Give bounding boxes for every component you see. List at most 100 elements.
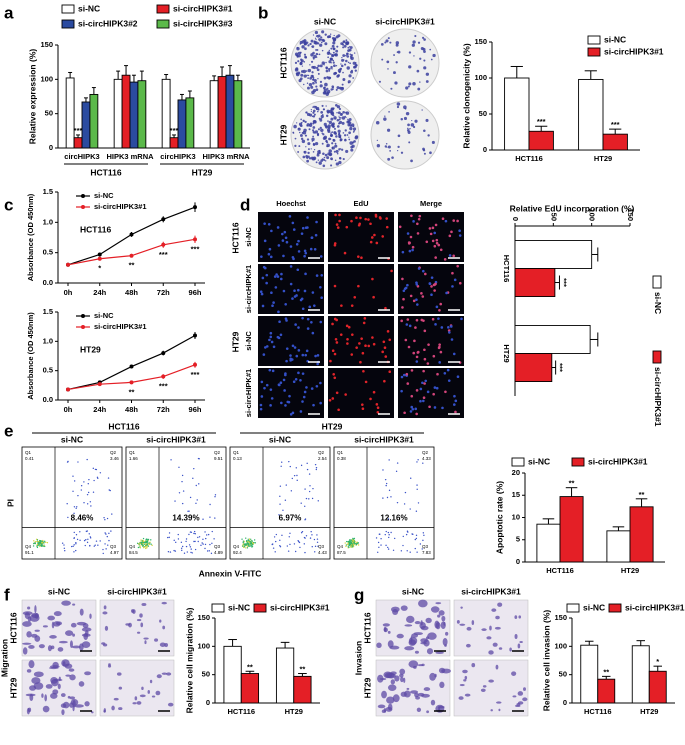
colony bbox=[419, 81, 421, 83]
colony bbox=[342, 157, 345, 161]
nucleus bbox=[420, 318, 424, 322]
event bbox=[181, 502, 184, 505]
event bbox=[414, 547, 416, 550]
colony bbox=[300, 73, 304, 77]
row-label: HCT116 bbox=[8, 612, 18, 643]
nucleus bbox=[439, 350, 443, 354]
y-tick-label: 10 bbox=[512, 512, 520, 521]
cell bbox=[383, 627, 388, 633]
colony bbox=[299, 51, 302, 54]
bar bbox=[209, 80, 219, 149]
nucleus bbox=[445, 291, 448, 295]
y-tick-label: 150 bbox=[554, 613, 567, 622]
colony bbox=[314, 37, 317, 39]
colony bbox=[348, 45, 351, 48]
cell bbox=[79, 608, 84, 616]
colony bbox=[350, 56, 354, 61]
event bbox=[385, 484, 387, 487]
nucleus bbox=[316, 354, 320, 357]
nucleus bbox=[431, 317, 435, 321]
event bbox=[189, 546, 192, 548]
x-tick-label: HIPK3 mRNA bbox=[202, 152, 250, 161]
quadrant-value: 3.46 bbox=[110, 456, 119, 461]
cell bbox=[25, 693, 36, 697]
cell bbox=[464, 693, 471, 697]
event bbox=[407, 531, 409, 533]
legend-label: si-NC bbox=[228, 602, 250, 612]
colony bbox=[387, 37, 390, 40]
quadrant-value: 2.54 bbox=[318, 456, 327, 461]
y-axis-label: PI bbox=[5, 499, 15, 507]
nucleus bbox=[276, 275, 280, 278]
cell bbox=[497, 602, 503, 607]
colony bbox=[400, 117, 404, 121]
event bbox=[414, 538, 417, 541]
nucleus bbox=[331, 349, 335, 353]
nucleus bbox=[289, 354, 292, 357]
nucleus bbox=[306, 216, 309, 219]
event bbox=[168, 536, 170, 539]
quadrant-value: 4.97 bbox=[110, 550, 119, 555]
nucleus bbox=[270, 340, 274, 344]
colony bbox=[317, 42, 320, 45]
nucleus bbox=[311, 291, 315, 294]
colony bbox=[317, 159, 320, 161]
nucleus bbox=[281, 239, 285, 242]
nucleus bbox=[294, 378, 298, 381]
nucleus bbox=[312, 403, 315, 407]
significance: * bbox=[98, 264, 101, 273]
cell bbox=[383, 708, 387, 713]
legend-marker bbox=[81, 194, 85, 198]
colony bbox=[408, 65, 412, 69]
cell bbox=[490, 709, 493, 712]
cell bbox=[102, 643, 108, 647]
cell bbox=[382, 623, 390, 627]
colony bbox=[315, 81, 317, 84]
event bbox=[109, 489, 111, 492]
quadrant-value: 84.5 bbox=[129, 550, 138, 555]
nucleus bbox=[357, 223, 361, 227]
colony bbox=[294, 52, 299, 56]
colony bbox=[330, 65, 333, 69]
colony bbox=[335, 49, 339, 53]
cell bbox=[113, 697, 119, 701]
event bbox=[308, 473, 311, 475]
nucleus bbox=[408, 324, 412, 328]
legend-swatch bbox=[211, 603, 225, 613]
nucleus bbox=[416, 303, 419, 306]
colony bbox=[335, 149, 339, 153]
colony bbox=[312, 56, 315, 59]
cell bbox=[435, 651, 444, 655]
nucleus bbox=[304, 226, 308, 230]
event bbox=[37, 542, 39, 544]
cell bbox=[58, 640, 68, 644]
cell bbox=[439, 681, 445, 689]
event bbox=[207, 533, 210, 536]
colony bbox=[301, 139, 306, 144]
event bbox=[142, 546, 145, 549]
colony bbox=[412, 82, 416, 86]
colony bbox=[347, 80, 351, 84]
legend-label: si-circHIPK3#1 bbox=[604, 46, 664, 56]
colony bbox=[321, 30, 325, 34]
event bbox=[187, 510, 189, 512]
colony bbox=[383, 117, 387, 121]
event bbox=[144, 543, 147, 545]
colony bbox=[423, 59, 426, 62]
nucleus bbox=[452, 219, 456, 222]
nucleus bbox=[369, 397, 372, 401]
cell bbox=[60, 703, 67, 708]
colony bbox=[300, 137, 304, 141]
colony bbox=[409, 127, 411, 130]
colony bbox=[328, 76, 332, 80]
nucleus bbox=[293, 346, 297, 349]
nucleus bbox=[357, 255, 360, 258]
nucleus bbox=[456, 375, 460, 379]
colony bbox=[316, 49, 319, 51]
event bbox=[253, 539, 256, 541]
event bbox=[185, 545, 188, 548]
colony bbox=[349, 53, 352, 56]
significance: * bbox=[656, 657, 659, 666]
nucleus bbox=[409, 294, 413, 298]
colony bbox=[330, 164, 333, 167]
